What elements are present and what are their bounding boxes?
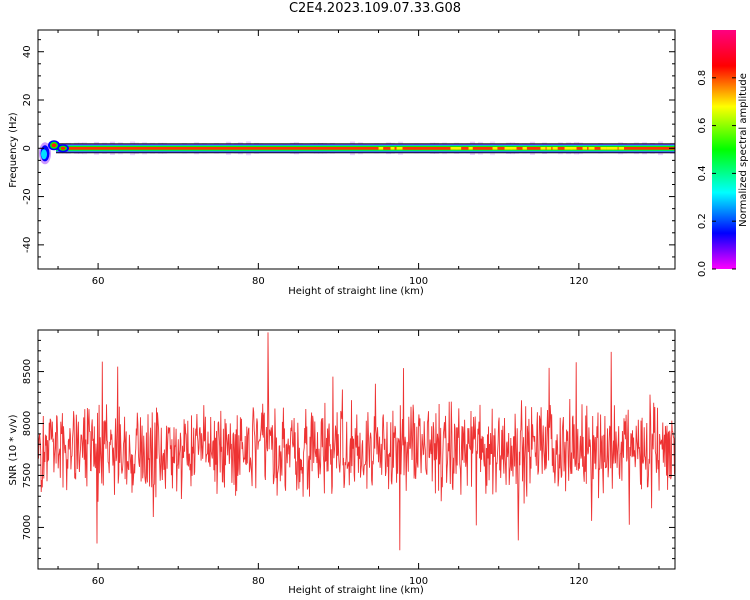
spectrogram-band-segment (462, 146, 469, 150)
colorbar-tick-label: 0.0 (697, 261, 708, 277)
spectrogram-band-segment (576, 146, 583, 150)
snr-x-tick-label: 100 (409, 576, 428, 587)
spectrogram-y-ticks: -40 -20 0 20 40 (22, 39, 675, 270)
spectrogram-band-segment (444, 146, 451, 150)
colorbar-tick-label: 0.4 (697, 165, 708, 181)
spectrogram-band-segment (606, 146, 614, 150)
spectrogram-x-tick-label: 120 (569, 276, 588, 287)
spectrogram-band-segment (378, 146, 384, 150)
spectrogram-panel: 60 80 100 120 -40 -20 0 20 40 Height of straigh… (8, 29, 676, 297)
spectrogram-band-layer (56, 146, 675, 150)
spectrogram-y-tick-label: 0 (22, 145, 33, 151)
spectrogram-band-segment (588, 146, 596, 150)
spectrogram-band-segment (414, 146, 422, 150)
snr-y-tick-label: 7500 (22, 463, 33, 488)
spectrogram-band-segment (390, 146, 395, 150)
spectrogram-band-segment (396, 146, 405, 150)
spectrogram-band-segment (570, 146, 578, 150)
snr-x-tick-label: 120 (569, 576, 588, 587)
spectrogram-x-tick-label: 100 (409, 276, 428, 287)
snr-y-ticks: 7000 7500 8000 8500 (22, 329, 675, 570)
snr-series-line (38, 332, 675, 551)
spectrogram-band-segment (516, 146, 522, 150)
spectrogram-band-segment (432, 146, 438, 150)
spectrogram-band-segment (420, 146, 428, 150)
spectrogram-y-tick-label: -20 (22, 188, 33, 204)
colorbar-tick-label: 0.6 (697, 118, 708, 134)
spectrogram-band-segment (594, 146, 602, 150)
colorbar: 0.0 0.2 0.4 0.6 0.8 Normalized spectral ampl… (697, 30, 749, 277)
spectrogram-start-blob (51, 143, 57, 148)
snr-y-tick-label: 8000 (22, 411, 33, 436)
spectrogram-band-segment (408, 146, 416, 150)
spectrogram-band-segment (522, 146, 527, 150)
spectrogram-band-segment (492, 146, 498, 150)
spectrogram-band-segment (384, 146, 391, 150)
spectrogram-frame (37, 29, 676, 270)
spectrogram-start-blob (60, 146, 66, 150)
spectrogram-band-segment (540, 146, 546, 150)
snr-x-tick-label: 80 (252, 576, 265, 587)
spectrogram-band-segment (474, 146, 481, 150)
spectrogram-y-label: Frequency (Hz) (8, 112, 19, 188)
colorbar-ticks: 0.0 0.2 0.4 0.6 0.8 (697, 70, 736, 277)
colorbar-gradient (712, 30, 736, 269)
spectrogram-band-segment (426, 146, 432, 150)
spectrogram-band-segment (558, 146, 563, 150)
snr-frame (37, 329, 676, 570)
spectrogram-start-blob (41, 149, 47, 160)
spectrogram-band-segment (498, 146, 503, 150)
spectrogram-band-segment (438, 146, 445, 150)
spectrogram-y-tick-label: 20 (22, 94, 33, 107)
spectrogram-band-segment (612, 146, 618, 150)
spectrogram-band-segment (486, 146, 494, 150)
spectrogram-band-segment (468, 146, 473, 150)
spectrogram-band-segment (528, 146, 535, 150)
spectrogram-band (39, 140, 675, 165)
spectrogram-band-segment (402, 146, 409, 150)
spectrogram-band-segment (600, 146, 607, 150)
snr-y-tick-label: 8500 (22, 359, 33, 384)
snr-panel: 60 80 100 120 7000 7500 8000 8500 Height of st… (8, 329, 676, 596)
snr-y-label: SNR (10 * v/v) (8, 414, 19, 485)
spectrogram-band-segment (564, 146, 573, 150)
spectrogram-band-segment (450, 146, 458, 150)
snr-x-tick-label: 60 (92, 576, 105, 587)
spectrogram-band-segment (456, 146, 462, 150)
spectrogram-band-segment (582, 146, 588, 150)
spectrogram-band-segment (618, 146, 625, 150)
spectrogram-band-segment (534, 146, 539, 150)
spectrogram-x-ticks: 60 80 100 120 (57, 30, 660, 287)
colorbar-tick-label: 0.8 (697, 70, 708, 86)
snr-x-ticks: 60 80 100 120 (57, 330, 660, 587)
spectrogram-band-segment (552, 146, 558, 150)
spectrogram-y-tick-label: 40 (22, 45, 33, 58)
spectrogram-band-segment (546, 146, 552, 150)
colorbar-tick-label: 0.2 (697, 213, 708, 229)
colorbar-label: Normalized spectral amplitude (738, 73, 749, 227)
spectrogram-y-tick-label: -40 (22, 237, 33, 253)
spectrogram-x-tick-label: 80 (252, 276, 265, 287)
snr-y-tick-label: 7000 (22, 515, 33, 540)
spectrogram-x-label: Height of straight line (km) (288, 286, 424, 297)
figure-title: C2E4.2023.109.07.33.G08 (288, 1, 462, 16)
snr-x-label: Height of straight line (km) (288, 585, 424, 596)
spectrogram-band-segment (504, 146, 512, 150)
spectrogram-band-segment (510, 146, 518, 150)
spectrogram-x-tick-label: 60 (92, 276, 105, 287)
spectrogram-band-segment (480, 146, 489, 150)
